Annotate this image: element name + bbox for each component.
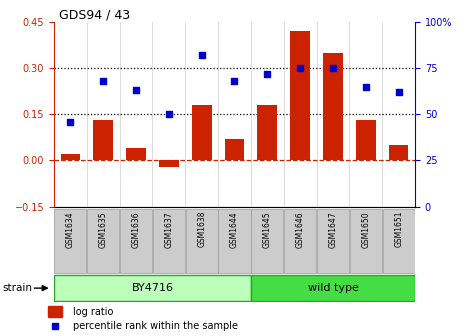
Text: GSM1650: GSM1650 (361, 211, 371, 248)
FancyBboxPatch shape (251, 275, 415, 301)
Text: GDS94 / 43: GDS94 / 43 (59, 8, 130, 22)
FancyBboxPatch shape (186, 209, 218, 273)
Bar (93, 120, 113, 161)
FancyBboxPatch shape (219, 209, 250, 273)
Text: wild type: wild type (308, 283, 358, 293)
Text: GSM1645: GSM1645 (263, 211, 272, 248)
Point (132, 87, 140, 93)
Text: GSM1646: GSM1646 (295, 211, 305, 248)
Bar (225, 139, 244, 161)
Point (395, 89, 402, 95)
Text: log ratio: log ratio (73, 307, 113, 317)
FancyBboxPatch shape (350, 209, 382, 273)
Text: GSM1651: GSM1651 (394, 211, 403, 247)
Point (264, 71, 271, 76)
Bar (159, 161, 179, 167)
Bar (48, 306, 61, 317)
Text: GSM1647: GSM1647 (328, 211, 338, 248)
Point (231, 78, 238, 84)
Bar (126, 148, 146, 161)
Point (329, 65, 337, 71)
Bar (257, 105, 277, 161)
Point (165, 112, 173, 117)
FancyBboxPatch shape (317, 209, 349, 273)
FancyBboxPatch shape (54, 275, 251, 301)
FancyBboxPatch shape (284, 209, 316, 273)
FancyBboxPatch shape (54, 209, 86, 273)
Bar (323, 53, 343, 161)
Point (198, 52, 205, 58)
Bar (192, 105, 212, 161)
Point (67, 119, 74, 124)
Bar (356, 120, 376, 161)
Point (51, 324, 59, 329)
Point (296, 65, 304, 71)
Text: GSM1637: GSM1637 (164, 211, 174, 248)
Text: percentile rank within the sample: percentile rank within the sample (73, 321, 238, 331)
Bar (389, 145, 408, 161)
Text: GSM1635: GSM1635 (98, 211, 108, 248)
Text: GSM1638: GSM1638 (197, 211, 206, 247)
FancyBboxPatch shape (153, 209, 185, 273)
Text: GSM1644: GSM1644 (230, 211, 239, 248)
FancyBboxPatch shape (87, 209, 119, 273)
Point (362, 84, 370, 89)
FancyBboxPatch shape (251, 209, 283, 273)
Text: BY4716: BY4716 (131, 283, 174, 293)
Bar (290, 31, 310, 161)
Text: strain: strain (2, 283, 32, 293)
Text: GSM1634: GSM1634 (66, 211, 75, 248)
FancyBboxPatch shape (383, 209, 415, 273)
Text: GSM1636: GSM1636 (131, 211, 141, 248)
Point (99, 78, 107, 84)
FancyBboxPatch shape (120, 209, 152, 273)
Bar (61, 154, 80, 161)
